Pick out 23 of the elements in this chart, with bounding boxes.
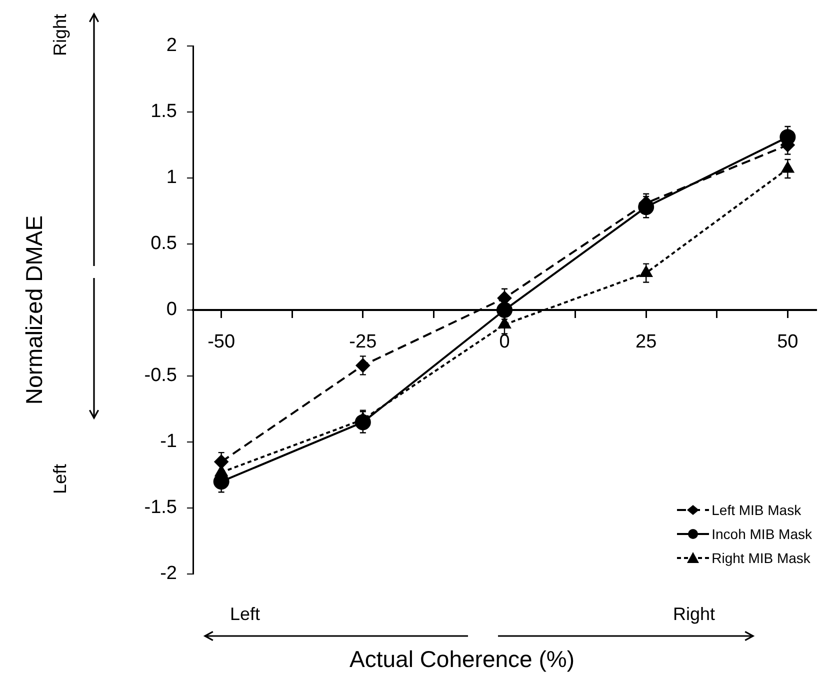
x-tick-label: -25 [349,332,377,353]
legend-label: Left MIB Mask [712,502,802,518]
legend-label: Incoh MIB Mask [712,526,812,542]
y-tick-label: -0.5 [144,365,177,386]
y-tick-label: 1 [166,167,177,188]
y-tick-label: 1.5 [150,101,177,122]
y-tick-label: 2 [166,35,177,56]
y-axis-title: Normalized DMAE [21,215,48,405]
y-tick-label: 0.5 [150,233,177,254]
x-tick-label: 50 [777,332,798,353]
y-tick-label: -2 [160,563,177,584]
x-axis-title: Actual Coherence (%) [348,646,576,673]
y-tick-label: -1 [160,431,177,452]
x-tick-label: -50 [208,332,236,353]
text: Right [50,14,71,56]
text: Left [230,604,260,625]
x-tick-label: 0 [499,332,510,353]
y-tick-label: -1.5 [144,497,177,518]
x-tick-label: 25 [636,332,657,353]
y-tick-label: 0 [166,299,177,320]
text: Left [50,464,71,494]
text: Right [673,604,716,625]
legend-label: Right MIB Mask [712,550,810,566]
